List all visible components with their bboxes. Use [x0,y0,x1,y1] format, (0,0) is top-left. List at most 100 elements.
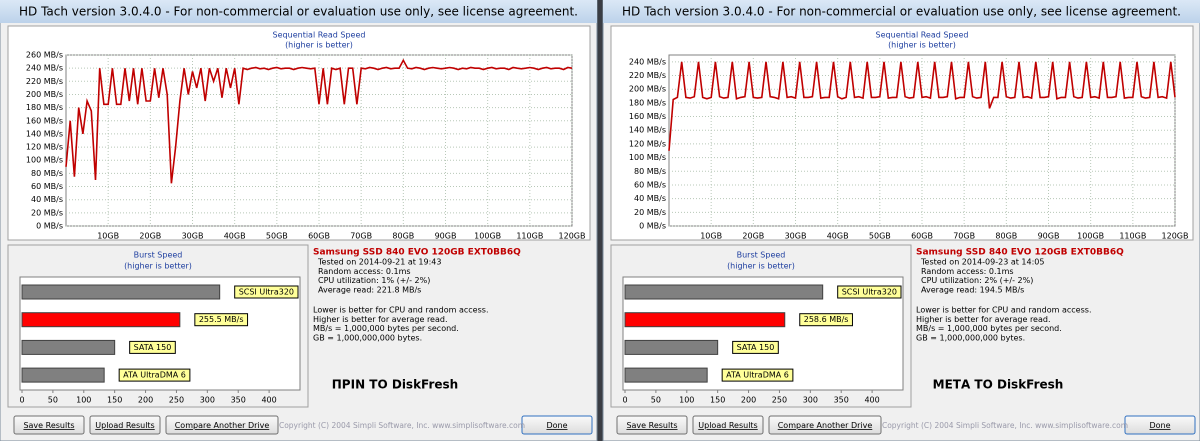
detail-line: CPU utilization: 1% (+/- 2%) [318,276,430,285]
y-tick-label: 120 MB/s [26,143,63,152]
y-tick-label: 240 MB/s [26,64,63,73]
button[interactable] [768,415,882,435]
y-tick-label: 240 MB/s [629,57,666,66]
detail-line: Average read: 194.5 MB/s [921,285,1024,294]
burst-label-box [234,285,299,299]
y-tick-label: 100 MB/s [629,153,666,162]
button-label[interactable]: Save Results [626,421,677,430]
button[interactable] [521,415,593,435]
note-line: MB/s = 1,000,000 bytes per second. [313,324,459,333]
button[interactable] [616,415,688,435]
x-tick-label: 110GB [516,232,543,241]
y-tick-label: 160 MB/s [26,116,63,125]
x-tick-label: 80GB [995,232,1017,241]
burst-subtitle: (higher is better) [124,262,192,271]
read-title: Sequential Read Speed [273,31,366,40]
y-tick-label: 220 MB/s [26,77,63,86]
burst-bar [21,367,105,383]
x-tick-label: 110GB [1119,232,1146,241]
note-line: Lower is better for CPU and random acces… [313,306,488,315]
note-line: GB = 1,000,000,000 bytes. [313,333,422,342]
read-subtitle: (higher is better) [285,41,353,50]
button-label[interactable]: Upload Results [95,421,154,430]
burst-tick-label: 50 [48,396,58,405]
read-line [65,58,573,184]
window: HD Tach version 3.0.4.0 - For non-commer… [0,0,598,441]
button-label[interactable]: Save Results [23,421,74,430]
y-tick-label: 20 MB/s [31,208,63,217]
note-line: Higher is better for average read. [916,315,1051,324]
burst-bar [21,312,181,328]
drive-name: Samsung SSD 840 EVO 120GB EXT0BB6Q [916,248,1124,258]
button-label[interactable]: Compare Another Drive [175,421,270,430]
button[interactable] [89,415,161,435]
x-tick-label: 30GB [182,232,204,241]
button[interactable] [1124,415,1196,435]
burst-title: Burst Speed [737,251,786,260]
button-label[interactable]: Upload Results [698,421,757,430]
burst-label-box [129,340,176,354]
detail-line: CPU utilization: 2% (+/- 2%) [921,276,1033,285]
y-tick-label: 260 MB/s [26,51,63,60]
x-tick-label: 60GB [911,232,933,241]
x-tick-label: 40GB [827,232,849,241]
burst-label-box [837,285,902,299]
button-label[interactable]: Compare Another Drive [778,421,873,430]
y-tick-label: 0 MB/s [639,222,666,231]
burst-label: 258.6 MB/s [804,315,849,324]
x-tick-label: 90GB [435,232,457,241]
detail-line: Tested on 2014-09-23 at 14:05 [920,258,1044,267]
y-tick-label: 40 MB/s [634,194,666,203]
note-line: Higher is better for average read. [313,315,448,324]
burst-label: ATA UltraDMA 6 [726,371,789,380]
button[interactable] [13,415,85,435]
note-line: Lower is better for CPU and random acces… [916,306,1091,315]
burst-bar [624,367,708,383]
x-tick-label: 20GB [742,232,764,241]
button[interactable] [165,415,279,435]
detail-line: Random access: 0.1ms [921,267,1014,276]
burst-title: Burst Speed [134,251,183,260]
detail-line: Random access: 0.1ms [318,267,411,276]
burst-tick-label: 100 [679,396,694,405]
read-title: Sequential Read Speed [876,31,969,40]
button-label[interactable]: Done [546,421,567,430]
note-line: GB = 1,000,000,000 bytes. [916,333,1025,342]
burst-tick-label: 200 [741,396,756,405]
plot-area [65,54,573,227]
y-tick-label: 200 MB/s [26,90,63,99]
button-label[interactable]: Done [1149,421,1170,430]
x-tick-label: 30GB [785,232,807,241]
burst-bar [624,284,824,300]
x-tick-label: 50GB [869,232,891,241]
burst-label: 255.5 MB/s [199,315,244,324]
y-tick-label: 140 MB/s [629,126,666,135]
x-tick-label: 120GB [1162,232,1189,241]
drive-name: Samsung SSD 840 EVO 120GB EXT0BB6Q [313,248,521,258]
y-tick-label: 20 MB/s [634,208,666,217]
y-tick-label: 60 MB/s [634,180,666,189]
burst-subtitle: (higher is better) [727,262,795,271]
plot-area [668,54,1176,227]
x-tick-label: 40GB [224,232,246,241]
burst-tick-label: 300 [803,396,818,405]
copyright: Copyright (C) 2004 Simpli Software, Inc.… [882,421,1128,430]
y-tick-label: 200 MB/s [629,85,666,94]
burst-tick-label: 300 [200,396,215,405]
burst-tick-label: 100 [76,396,91,405]
burst-label: ATA UltraDMA 6 [123,371,186,380]
x-tick-label: 120GB [559,232,586,241]
burst-label-box [721,368,794,382]
y-tick-label: 60 MB/s [31,182,63,191]
burst-label-box [732,340,779,354]
y-tick-label: 120 MB/s [629,139,666,148]
x-tick-label: 20GB [139,232,161,241]
x-tick-label: 80GB [392,232,414,241]
note-line: MB/s = 1,000,000 bytes per second. [916,324,1062,333]
y-tick-label: 0 MB/s [36,222,63,231]
burst-tick-label: 350 [834,396,849,405]
button[interactable] [692,415,764,435]
y-tick-label: 40 MB/s [31,195,63,204]
burst-tick-label: 50 [651,396,661,405]
